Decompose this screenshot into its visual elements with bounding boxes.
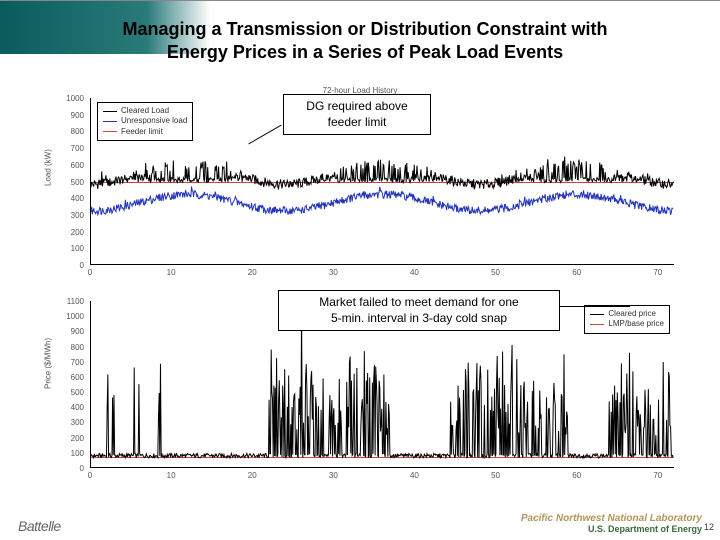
legend-swatch xyxy=(103,121,117,122)
y-tick: 400 xyxy=(60,194,84,203)
y-tick: 100 xyxy=(60,449,84,458)
x-tick: 10 xyxy=(167,268,176,277)
y-tick: 500 xyxy=(60,388,84,397)
x-tick: 0 xyxy=(88,471,92,480)
x-tick: 10 xyxy=(167,471,176,480)
page-number: 12 xyxy=(704,522,714,532)
legend-label: Feeder limit xyxy=(121,127,163,137)
y-tick: 800 xyxy=(60,343,84,352)
load-legend: Cleared LoadUnresponsive loadFeeder limi… xyxy=(97,102,193,141)
legend-label: Unresponsive load xyxy=(121,116,187,126)
y-tick: 0 xyxy=(60,261,84,270)
x-tick: 40 xyxy=(410,268,419,277)
legend-swatch xyxy=(103,111,117,112)
chart-area: 72-hour Load History Cleared LoadUnrespo… xyxy=(38,88,682,493)
pnnl-block: Pacific Northwest National Laboratory U.… xyxy=(521,513,702,534)
y-tick: 1000 xyxy=(60,312,84,321)
title-line-2: Energy Prices in a Series of Peak Load E… xyxy=(167,42,563,62)
slide-title: Managing a Transmission or Distribution … xyxy=(30,18,700,63)
x-tick: 60 xyxy=(572,268,581,277)
x-tick: 20 xyxy=(248,471,257,480)
y-tick: 900 xyxy=(60,327,84,336)
y-tick: 300 xyxy=(60,211,84,220)
annotation-market: Market failed to meet demand for one 5-m… xyxy=(278,290,560,331)
footer: Battelle Pacific Northwest National Labo… xyxy=(18,513,702,534)
y-tick: 400 xyxy=(60,403,84,412)
x-tick: 70 xyxy=(653,268,662,277)
y-tick: 0 xyxy=(60,464,84,473)
legend-label: Cleared Load xyxy=(121,106,169,116)
annotation-market-leader xyxy=(560,306,630,307)
y-tick: 200 xyxy=(60,434,84,443)
price-legend: Cleared priceLMP/base price xyxy=(584,305,670,334)
legend-row: Feeder limit xyxy=(103,127,187,137)
legend-swatch xyxy=(103,131,117,132)
load-ylabel: Load (kW) xyxy=(44,149,53,186)
legend-swatch xyxy=(590,324,604,325)
annotation-market-text: Market failed to meet demand for one 5-m… xyxy=(319,295,518,325)
x-tick: 0 xyxy=(88,268,92,277)
x-tick: 30 xyxy=(329,268,338,277)
x-tick: 50 xyxy=(491,471,500,480)
x-tick: 60 xyxy=(572,471,581,480)
doe-name: U.S. Department of Energy xyxy=(521,524,702,534)
y-tick: 300 xyxy=(60,418,84,427)
y-tick: 700 xyxy=(60,144,84,153)
y-tick: 500 xyxy=(60,178,84,187)
y-tick: 600 xyxy=(60,161,84,170)
title-rule xyxy=(0,0,720,1)
y-tick: 200 xyxy=(60,228,84,237)
legend-row: Unresponsive load xyxy=(103,116,187,126)
y-tick: 1100 xyxy=(60,297,84,306)
legend-label: Cleared price xyxy=(608,309,656,319)
annotation-dg: DG required above feeder limit xyxy=(283,94,431,135)
x-tick: 40 xyxy=(410,471,419,480)
y-tick: 800 xyxy=(60,127,84,136)
x-tick: 70 xyxy=(653,471,662,480)
battelle-logo: Battelle xyxy=(18,518,61,534)
title-line-1: Managing a Transmission or Distribution … xyxy=(122,19,607,39)
legend-row: Cleared price xyxy=(590,309,664,319)
y-tick: 1000 xyxy=(60,94,84,103)
legend-label: LMP/base price xyxy=(608,319,664,329)
annotation-dg-text: DG required above feeder limit xyxy=(306,99,407,129)
y-tick: 700 xyxy=(60,358,84,367)
x-tick: 50 xyxy=(491,268,500,277)
y-tick: 600 xyxy=(60,373,84,382)
price-ylabel: Price ($/MWh) xyxy=(44,337,53,388)
y-tick: 100 xyxy=(60,244,84,253)
legend-swatch xyxy=(590,314,604,315)
y-tick: 900 xyxy=(60,111,84,120)
pnnl-name: Pacific Northwest National Laboratory xyxy=(521,513,702,524)
legend-row: LMP/base price xyxy=(590,319,664,329)
x-tick: 20 xyxy=(248,268,257,277)
legend-row: Cleared Load xyxy=(103,106,187,116)
x-tick: 30 xyxy=(329,471,338,480)
